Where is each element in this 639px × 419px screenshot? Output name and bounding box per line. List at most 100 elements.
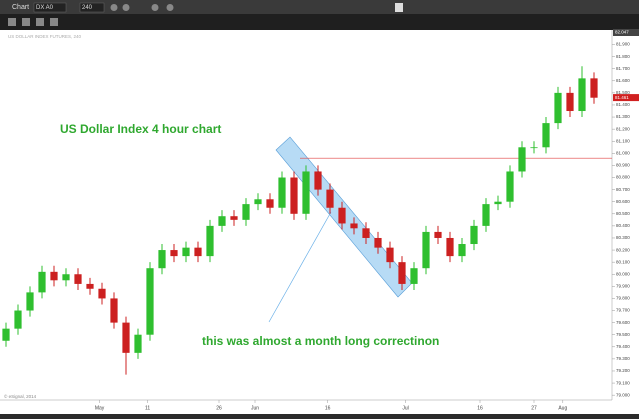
candle-body [398, 262, 406, 284]
candle-body [254, 199, 262, 205]
candle-body [470, 225, 478, 245]
candle-body [242, 204, 250, 220]
y-tick-label: 81.300 [616, 114, 630, 119]
icon[interactable] [395, 3, 403, 12]
candle-body [14, 310, 22, 329]
candle-body [2, 328, 10, 341]
candle-body [74, 274, 82, 284]
y-tick-label: 80.500 [616, 211, 630, 216]
y-tick-label: 81.900 [616, 42, 630, 47]
last-price-label: 81.461 [615, 95, 629, 100]
candle-body [410, 268, 418, 284]
candle-body [422, 231, 430, 269]
candle-body [26, 292, 34, 311]
candle-body [518, 147, 526, 172]
candle-body [302, 171, 310, 214]
y-tick-label: 79.100 [616, 380, 630, 385]
toolbar [0, 14, 639, 30]
y-tick-label: 79.900 [616, 284, 630, 289]
chart-title: US DOLLAR INDEX FUTURES, 240 [8, 34, 82, 39]
candle-body [170, 250, 178, 257]
candle-body [362, 228, 370, 238]
candle-body [374, 237, 382, 248]
symbol-box[interactable] [33, 2, 67, 13]
candle-body [146, 268, 154, 335]
icon[interactable] [8, 18, 16, 26]
candle-body [578, 78, 586, 112]
pointer-line [268, 211, 332, 323]
candle-body [386, 247, 394, 263]
x-axis-area [0, 400, 612, 414]
top-label: 82.047 [615, 30, 629, 35]
candle-body [218, 216, 226, 226]
toolbar-icons [8, 3, 403, 26]
candle-body [338, 207, 346, 224]
candle-body [506, 171, 514, 202]
candle-body [590, 78, 598, 98]
y-tick-label: 80.100 [616, 259, 630, 264]
copyright: © eSignal, 2014 [4, 393, 37, 399]
y-tick-label: 79.000 [616, 392, 630, 397]
candle-body [206, 225, 214, 257]
y-tick-label: 79.400 [616, 344, 630, 349]
x-tick-label: 26 [216, 405, 222, 411]
x-tick-label: 16 [477, 405, 483, 411]
candle-body [230, 216, 238, 220]
candle-body [194, 247, 202, 257]
y-tick-label: 81.400 [616, 102, 630, 107]
top-label-box [613, 29, 639, 36]
icon[interactable] [166, 4, 174, 11]
last-price-box [613, 94, 639, 102]
candle-body [542, 123, 550, 148]
symbol[interactable]: DX A0 [36, 5, 54, 11]
candle-body [482, 204, 490, 226]
interval-box[interactable] [79, 2, 105, 13]
y-tick-label: 81.700 [616, 66, 630, 71]
y-tick-label: 79.200 [616, 368, 630, 373]
y-tick-label: 81.000 [616, 151, 630, 156]
icon[interactable] [110, 4, 118, 11]
candle-body [554, 92, 562, 124]
y-tick-label: 80.700 [616, 187, 630, 192]
candle-body [122, 322, 130, 353]
window-title: Chart [12, 4, 29, 11]
y-tick-label: 80.400 [616, 223, 630, 228]
candle-body [566, 92, 574, 112]
candle-body [50, 271, 58, 281]
x-tick-label: Jul [402, 405, 408, 411]
candle-body [158, 250, 166, 269]
candle-body [446, 237, 454, 257]
candle-body [278, 177, 286, 208]
y-tick-label: 79.300 [616, 356, 630, 361]
x-tick-label: 27 [531, 405, 537, 411]
icon[interactable] [151, 4, 159, 11]
y-tick-label: 79.700 [616, 308, 630, 313]
x-tick-label: May [95, 405, 105, 411]
title-bar [0, 0, 639, 14]
candle-body [86, 283, 94, 289]
candle-body [98, 288, 106, 299]
candle-body [266, 199, 274, 208]
x-tick-label: Aug [558, 405, 567, 411]
y-tick-label: 79.800 [616, 296, 630, 301]
candle-body [62, 274, 70, 281]
annotation: this was almost a month long correctinon [202, 334, 439, 348]
candle-body [38, 271, 46, 293]
y-tick-label: 81.500 [616, 90, 630, 95]
y-tick-label: 80.200 [616, 247, 630, 252]
y-tick-label: 80.600 [616, 199, 630, 204]
candle-body [350, 223, 358, 229]
y-tick-label: 79.500 [616, 332, 630, 337]
x-tick-label: 11 [145, 405, 150, 411]
candle-body [290, 177, 298, 214]
interval[interactable]: 240 [82, 5, 93, 11]
icon[interactable] [22, 18, 30, 26]
annotation: US Dollar Index 4 hour chart [60, 122, 221, 136]
candle-body [110, 298, 118, 323]
icon[interactable] [50, 18, 58, 26]
icon[interactable] [36, 18, 44, 26]
icon[interactable] [122, 4, 130, 11]
candle-body [494, 201, 502, 205]
